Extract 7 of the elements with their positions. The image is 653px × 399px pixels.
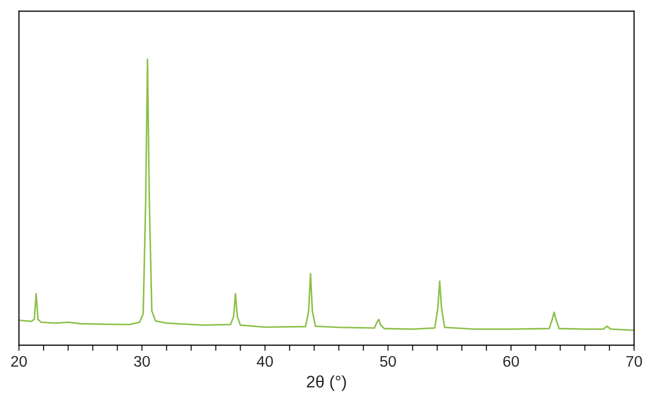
x-tick-label: 70: [626, 356, 642, 367]
x-axis-title: 2θ (°): [306, 375, 346, 391]
x-tick-label: 50: [380, 356, 396, 367]
x-tick-label: 20: [11, 356, 27, 367]
x-tick-label: 30: [134, 356, 150, 367]
x-tick-label: 40: [256, 356, 273, 367]
x-tick-label: 60: [503, 356, 519, 367]
